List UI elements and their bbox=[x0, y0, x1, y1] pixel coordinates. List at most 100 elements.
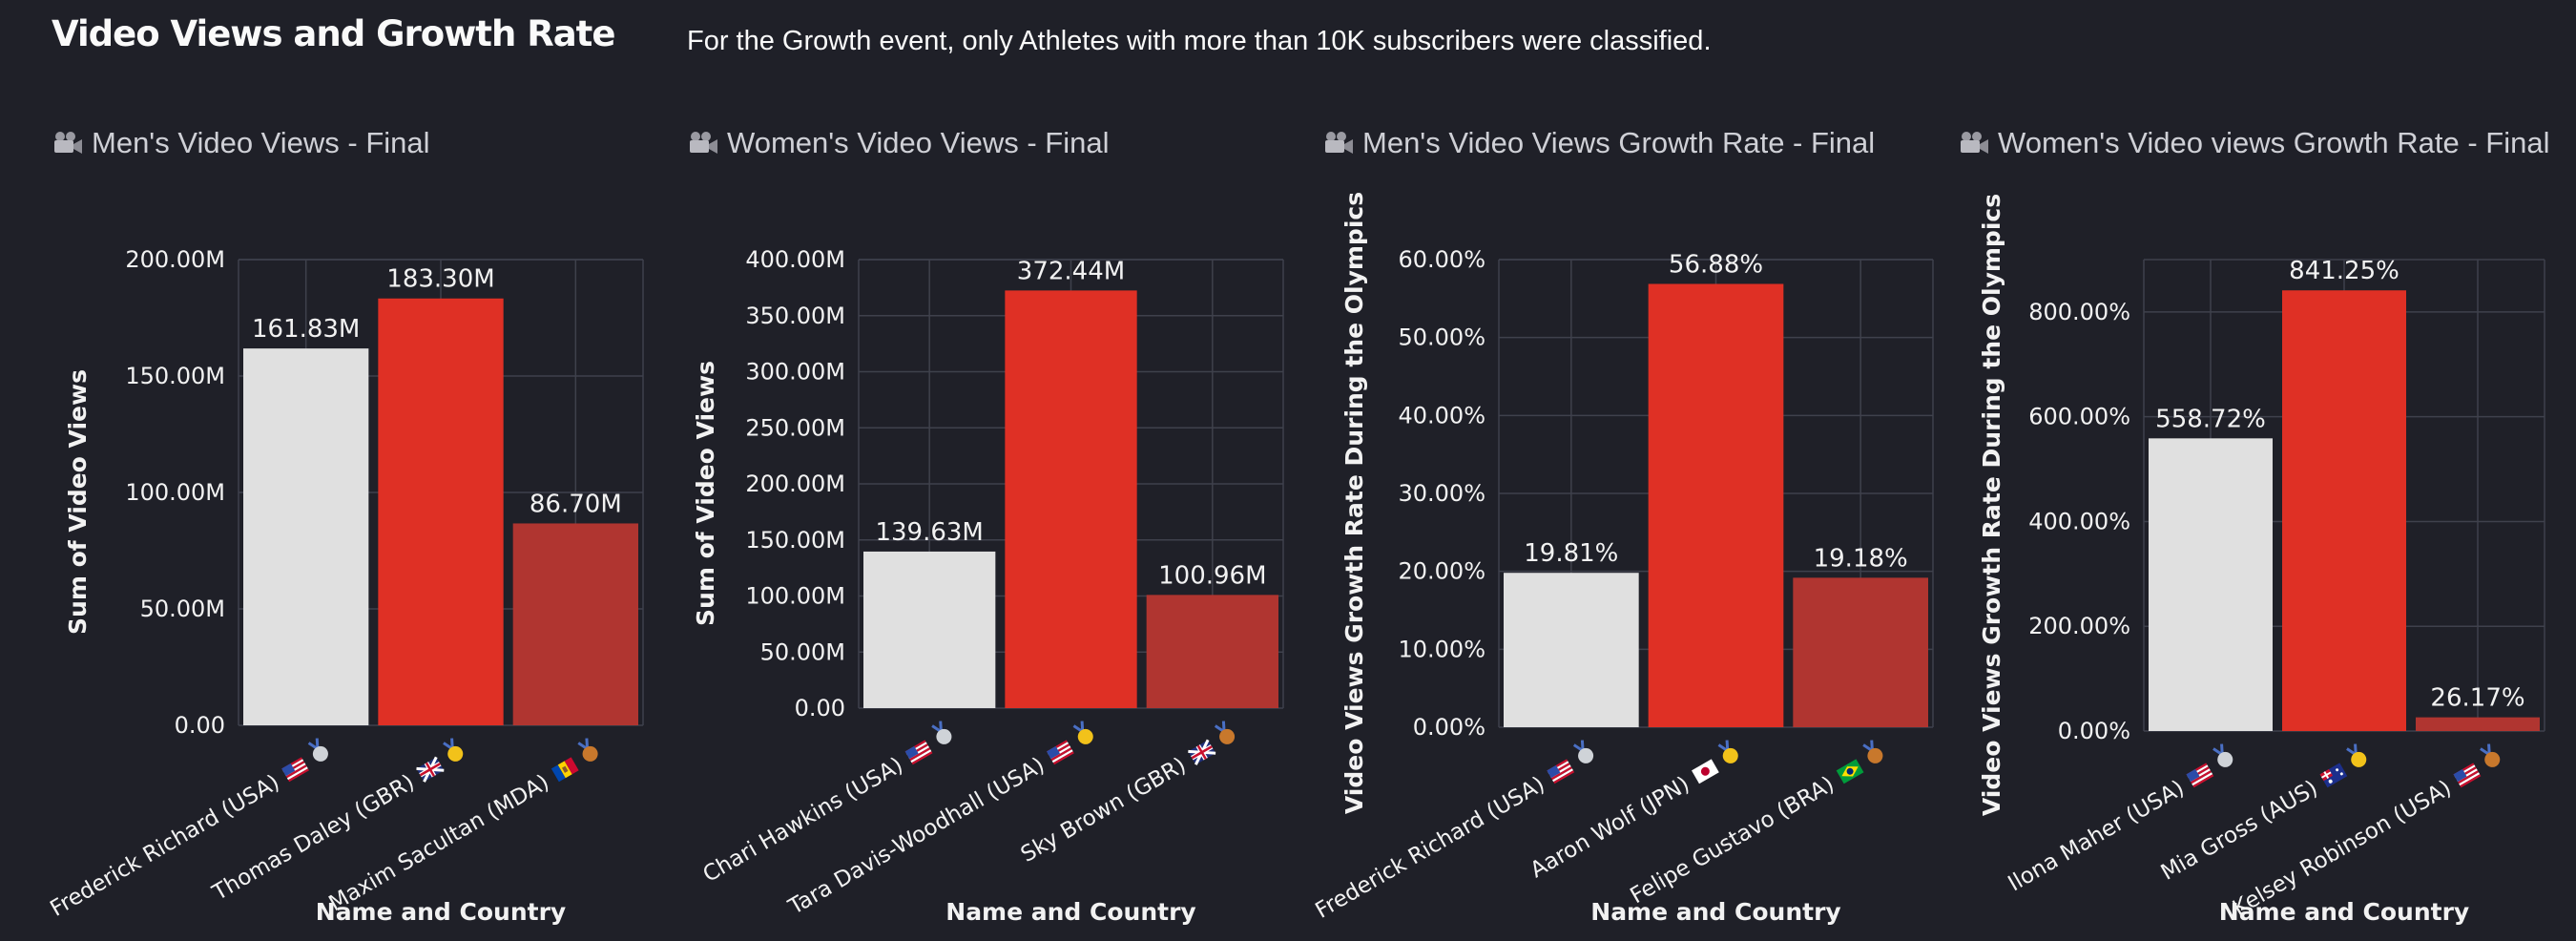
y-tick-label: 800.00% bbox=[2028, 299, 2130, 325]
bar-chart-womens-growth: 0.00% 200.00% 400.00% 600.00% 800.00% 558.72%… bbox=[1978, 194, 2545, 926]
chart-heading: Women's Video views Growth Rate - Final bbox=[1958, 124, 2550, 162]
silver-medal-icon bbox=[307, 738, 328, 762]
y-tick-label: 50.00M bbox=[140, 596, 225, 622]
x-axis-title: Name and Country bbox=[316, 898, 566, 926]
flag-us-icon bbox=[904, 740, 933, 765]
category-label: Thomas Daley (GBR) bbox=[208, 738, 464, 907]
category-label: Felipe Gustavo (BRA) bbox=[1626, 740, 1883, 909]
flag-gb-icon bbox=[416, 756, 445, 783]
silver-medal-icon bbox=[931, 721, 952, 744]
chart-title: Women's Video Views - Final bbox=[727, 126, 1110, 159]
bar-chart-mens-views: 0.00 50.00M 100.00M 150.00M 200.00M 161.83M Fr… bbox=[46, 246, 644, 926]
bronze-medal-icon bbox=[577, 738, 598, 762]
page-title: Video Views and Growth Rate bbox=[52, 13, 615, 54]
y-tick-label: 300.00M bbox=[745, 359, 845, 386]
bar-value-label: 19.18% bbox=[1814, 544, 1908, 573]
bar-value-label: 56.88% bbox=[1669, 250, 1763, 279]
y-tick-label: 10.00% bbox=[1398, 636, 1485, 662]
y-axis-title: Sum of Video Views bbox=[692, 361, 719, 626]
bar bbox=[243, 348, 369, 725]
y-tick-label: 400.00M bbox=[745, 246, 845, 273]
bar bbox=[1146, 595, 1278, 708]
bar-chart-womens-views: 0.00 50.00M 100.00M 150.00M 200.00M 250.00M 30… bbox=[692, 246, 1284, 926]
flag-br-icon bbox=[1836, 759, 1864, 784]
chart-title: Men's Video Views Growth Rate - Final bbox=[1362, 126, 1876, 159]
y-tick-label: 0.00% bbox=[1413, 714, 1485, 741]
y-tick-label: 150.00M bbox=[745, 527, 845, 554]
bar-value-label: 139.63M bbox=[875, 518, 983, 547]
flag-us-icon bbox=[2186, 763, 2214, 788]
gold-medal-icon bbox=[443, 738, 464, 762]
flag-us-icon bbox=[1047, 740, 1074, 765]
bar-value-label: 372.44M bbox=[1017, 257, 1125, 285]
chart-heading: Men's Video Views Growth Rate - Final bbox=[1322, 124, 1875, 162]
x-axis-title: Name and Country bbox=[1590, 898, 1840, 926]
category-label: Tara Davis-Woodhall (USA) bbox=[784, 721, 1093, 920]
x-axis-title: Name and Country bbox=[2219, 898, 2469, 926]
movie-camera-icon bbox=[1961, 132, 1988, 154]
y-axis-title: Video Views Growth Rate During the Olymp… bbox=[1340, 192, 1368, 814]
category-name: Tara Davis-Woodhall (USA) bbox=[784, 753, 1049, 920]
category-name: Ilona Maher (USA) bbox=[2005, 776, 2189, 897]
y-tick-label: 350.00M bbox=[745, 303, 845, 329]
chart-panel-mens-views: Men's Video Views - Final 0.00 50.00M 100.… bbox=[46, 115, 681, 935]
flag-gb-icon bbox=[1188, 739, 1216, 765]
y-tick-label: 100.00M bbox=[745, 583, 845, 610]
bar-value-label: 19.81% bbox=[1524, 539, 1618, 568]
gold-medal-icon bbox=[2346, 743, 2367, 767]
silver-medal-icon bbox=[2212, 743, 2233, 767]
y-tick-label: 150.00M bbox=[125, 363, 225, 389]
flag-md-icon bbox=[551, 757, 579, 783]
chart-heading: Women's Video Views - Final bbox=[687, 124, 1110, 162]
chart-panel-womens-views: Women's Video Views - Final 0.00 50.00M 10… bbox=[687, 115, 1317, 935]
flag-us-icon bbox=[1547, 759, 1575, 784]
y-tick-label: 0.00 bbox=[795, 695, 845, 721]
bar-value-label: 841.25% bbox=[2289, 257, 2399, 285]
bar bbox=[1793, 577, 1928, 727]
y-tick-label: 200.00M bbox=[745, 470, 845, 497]
category-label: Chari Hawkins (USA) bbox=[699, 721, 952, 888]
bar bbox=[2149, 438, 2273, 731]
category-label: Ilona Maher (USA) bbox=[2005, 743, 2233, 897]
y-tick-label: 0.00% bbox=[2058, 718, 2130, 744]
chart-panel-womens-growth: Women's Video views Growth Rate - Final … bbox=[1958, 115, 2576, 935]
bar-value-label: 100.96M bbox=[1158, 561, 1266, 590]
category-label: Frederick Richard (USA) bbox=[46, 738, 328, 922]
y-tick-label: 20.00% bbox=[1398, 558, 1485, 585]
category-label: Kelsey Robinson (USA) bbox=[2229, 743, 2501, 921]
flag-us-icon bbox=[2453, 763, 2482, 788]
chart-heading: Men's Video Views - Final bbox=[52, 124, 430, 162]
category-name: Maxim Sacultan (MDA) bbox=[324, 770, 553, 916]
gold-medal-icon bbox=[1072, 721, 1093, 744]
bronze-medal-icon bbox=[1214, 721, 1236, 744]
y-tick-label: 50.00% bbox=[1398, 324, 1485, 351]
gold-medal-icon bbox=[1717, 740, 1738, 763]
bar-value-label: 558.72% bbox=[2155, 405, 2266, 433]
movie-camera-icon bbox=[690, 132, 717, 154]
bar bbox=[2282, 290, 2406, 731]
y-tick-label: 250.00M bbox=[745, 414, 845, 441]
bar-chart-mens-growth: 0.00% 10.00% 20.00% 30.00% 40.00% 50.00% 60.00… bbox=[1311, 192, 1934, 926]
y-tick-label: 0.00 bbox=[175, 712, 225, 739]
bar-value-label: 86.70M bbox=[530, 490, 622, 518]
page-note: For the Growth event, only Athletes with… bbox=[687, 26, 1712, 56]
x-axis-title: Name and Country bbox=[945, 898, 1195, 926]
y-axis-title: Sum of Video Views bbox=[64, 369, 92, 635]
category-label: Sky Brown (GBR) bbox=[1017, 721, 1236, 868]
y-tick-label: 40.00% bbox=[1398, 402, 1485, 429]
bar-value-label: 161.83M bbox=[252, 315, 360, 344]
bar bbox=[1005, 290, 1137, 708]
y-axis-title: Video Views Growth Rate During the Olymp… bbox=[1978, 194, 2005, 816]
chart-title: Women's Video views Growth Rate - Final bbox=[1998, 126, 2550, 159]
bar-value-label: 26.17% bbox=[2430, 684, 2524, 713]
bar bbox=[512, 523, 638, 725]
bronze-medal-icon bbox=[2480, 743, 2501, 767]
category-name: Frederick Richard (USA) bbox=[46, 770, 283, 922]
y-tick-label: 100.00M bbox=[125, 479, 225, 506]
y-tick-label: 200.00M bbox=[125, 246, 225, 273]
bar bbox=[863, 551, 996, 708]
y-tick-label: 200.00% bbox=[2028, 613, 2130, 639]
flag-au-icon bbox=[2319, 763, 2348, 788]
bar-value-label: 183.30M bbox=[386, 265, 494, 294]
flag-jp-icon bbox=[1692, 759, 1719, 784]
